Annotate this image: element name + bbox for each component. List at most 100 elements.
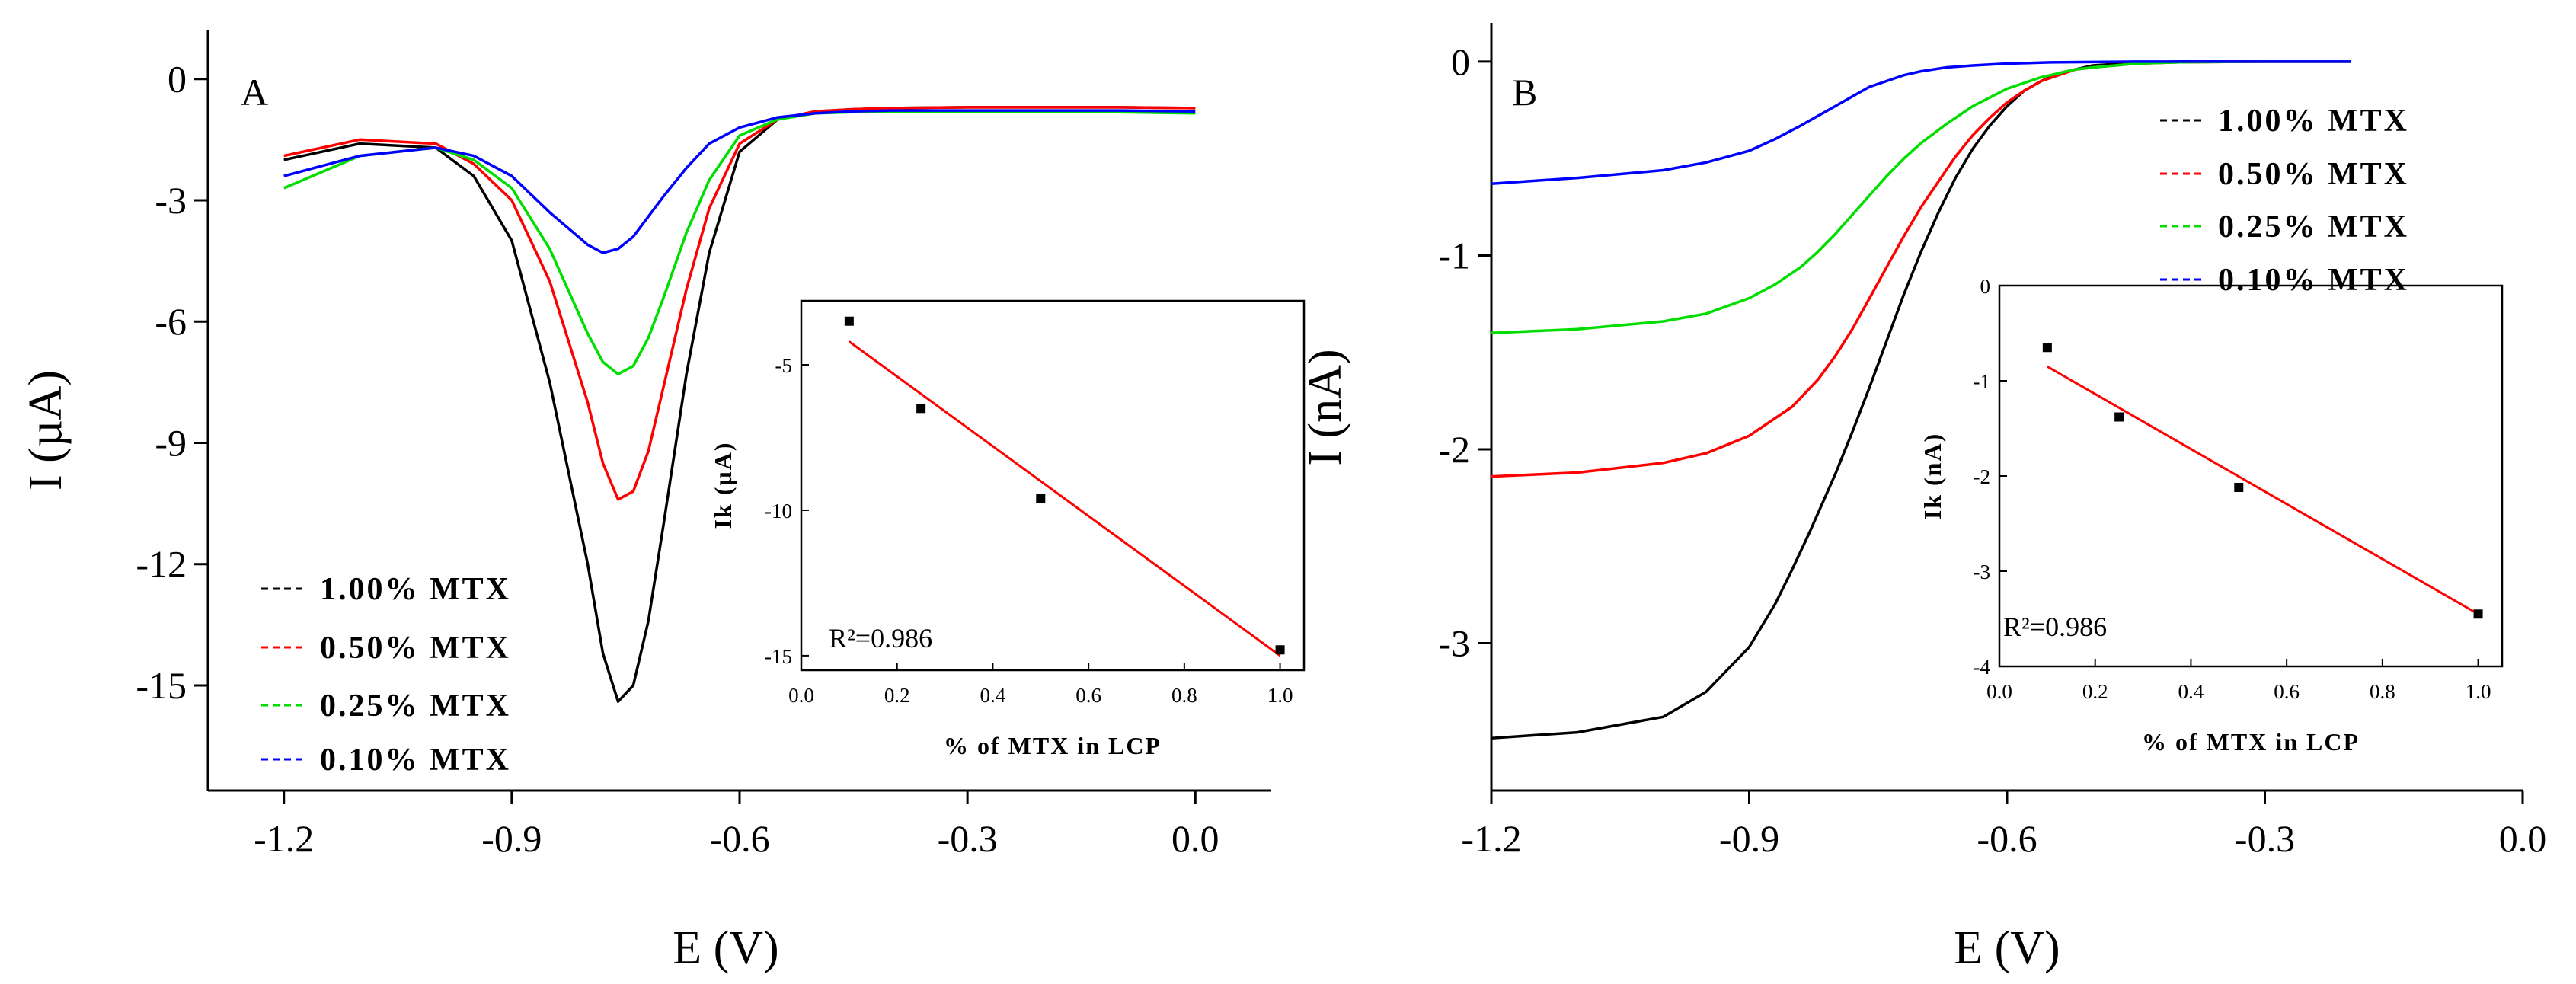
panel-b-ticks	[1478, 60, 2524, 804]
panel-b-inset-y-tick-label: -4	[1974, 656, 1991, 679]
panel-a-ticks	[194, 78, 1197, 804]
panel-b-y-tick-label: 0	[1451, 40, 1470, 83]
panel-a-x-tick-label: -0.6	[709, 817, 769, 860]
panel-b-inset-y-axis-title: Ik (nA)	[1919, 433, 1946, 519]
panel-a-y-tick-label: -12	[136, 543, 187, 586]
panel-b-inset-marks	[2042, 343, 2483, 619]
panel-a-series-line-2	[283, 106, 1196, 501]
panel-a-series-line-1	[283, 106, 1196, 703]
panel-b-inset-point	[2042, 343, 2052, 353]
panel-a-legend-item-2: 0.50% MTX	[261, 631, 511, 666]
panel-b-inset-x-tick-label: 0.4	[2178, 680, 2204, 703]
panel-b-inset-y-tick-label: -2	[1974, 465, 1991, 488]
panel-a-series-line-3	[283, 110, 1196, 375]
panel-a-legend-item-4: 0.10% MTX	[261, 743, 511, 778]
panel-a-y-tick-label: -15	[136, 664, 187, 707]
panel-a-inset-fit-line	[848, 340, 1281, 657]
panel-b-inset-tick-labels: 0.0 0.2 0.4 0.6 0.8 1.0 0 -1 -2 -3 -4	[1974, 275, 2491, 703]
panel-b-inset-x-tick-label: 0.0	[1986, 680, 2012, 703]
panel-b-legend-item-3: 0.25% MTX	[2160, 209, 2409, 244]
panel-a-inset-x-tick-label: 1.0	[1267, 684, 1293, 707]
panel-a-inset-y-tick-label: -5	[775, 354, 793, 377]
panel-a-series-line-4	[283, 109, 1196, 254]
panel-b-inset-point	[2114, 412, 2124, 422]
panel-a-inset-r2-label: R²=0.986	[829, 623, 932, 653]
panel-b-x-tick-label: -0.3	[2235, 817, 2295, 860]
panel-a-legend-label-2: 0.50% MTX	[320, 631, 511, 666]
panel-b-inset-frame	[1998, 284, 2504, 668]
panel-b-inset-x-tick-label: 0.8	[2370, 680, 2395, 703]
panel-b-inset-x-tick-label: 0.6	[2274, 680, 2300, 703]
panel-b-x-tick-label: -0.6	[1977, 817, 2037, 860]
panel-a-y-tick-label: -9	[155, 421, 187, 464]
panel-a-inset-point	[916, 404, 926, 414]
panel-a-inset-point	[1036, 494, 1046, 503]
panel-b-legend-item-4: 0.10% MTX	[2160, 263, 2409, 298]
panel-a-inset-point	[1275, 645, 1285, 655]
panel-a-y-axis-title: I (µA)	[20, 370, 72, 490]
panel-b-y-tick-label: -3	[1438, 622, 1470, 665]
panel-b-label: B	[1512, 71, 1537, 113]
panel-b-x-tick-label: -1.2	[1461, 817, 1521, 860]
panel-b-inset-y-tick-label: 0	[1980, 275, 1991, 298]
panel-b-y-axis-title: I (nA)	[1299, 349, 1351, 465]
panel-a-legend-label-3: 0.25% MTX	[320, 688, 511, 724]
panel-a-inset-ticks	[801, 364, 1281, 670]
panel-b-inset-y-tick-label: -1	[1974, 370, 1991, 393]
panel-a-inset-x-tick-label: 0.4	[980, 684, 1006, 707]
panel-b-series-line-3	[1491, 60, 2351, 335]
panel-b: B -1.2 -0.9 -0.6 -0.3 0.0 0 -1 -2 -3 E (V) I (nA…	[1299, 23, 2546, 974]
panel-a: A -1.2 -0.9 -0.6 -0.3 0.0 0 -3 -6 -9 -12 -15 E (V)…	[20, 30, 1306, 974]
panel-a-inset-y-axis-title: Ik (µA)	[709, 441, 737, 529]
panel-b-inset-ticks	[1999, 285, 2479, 667]
panel-b-inset-point	[2473, 609, 2483, 619]
panel-a-x-tick-label: -0.3	[938, 817, 998, 860]
panel-a-x-tick-label: -0.9	[481, 817, 542, 860]
panel-a-inset-y-tick-label: -15	[765, 645, 792, 668]
panel-b-x-tick-label: -0.9	[1719, 817, 1779, 860]
panel-a-inset-x-tick-label: 0.8	[1171, 684, 1197, 707]
panel-b-inset-x-axis-title: % of MTX in LCP	[2142, 728, 2360, 756]
panel-b-inset-point	[2234, 483, 2244, 492]
panel-b-legend-label-1: 1.00% MTX	[2218, 104, 2409, 139]
panel-a-legend-label-1: 1.00% MTX	[320, 572, 511, 607]
panel-a-inset-point	[844, 316, 854, 326]
panel-a-inset-y-tick-label: -10	[765, 500, 792, 522]
panel-b-inset-x-tick-label: 1.0	[2466, 680, 2491, 703]
panel-a-y-tick-label: -3	[155, 179, 187, 222]
panel-b-y-tick-label: -2	[1438, 428, 1470, 471]
panel-b-tick-labels: -1.2 -0.9 -0.6 -0.3 0.0 0 -1 -2 -3	[1438, 40, 2546, 860]
panel-b-x-tick-label: 0.0	[2499, 817, 2547, 860]
panel-a-legend-label-4: 0.10% MTX	[320, 743, 511, 778]
panel-b-legend: 1.00% MTX 0.50% MTX 0.25% MTX 0.10% MTX	[2160, 104, 2409, 298]
panel-b-legend-item-1: 1.00% MTX	[2160, 104, 2409, 139]
panel-a-inset-x-tick-label: 0.0	[788, 684, 814, 707]
panel-b-legend-item-2: 0.50% MTX	[2160, 157, 2409, 192]
panel-b-inset-fit-line	[2047, 365, 2479, 615]
panel-b-inset: 0.0 0.2 0.4 0.6 0.8 1.0 0 -1 -2 -3 -4 R²=0.986 % o…	[1919, 275, 2504, 756]
panel-b-series-line-4	[1491, 60, 2351, 186]
panel-a-y-tick-label: 0	[168, 58, 187, 101]
panel-a-legend-item-1: 1.00% MTX	[261, 572, 511, 607]
panel-a-inset-x-tick-label: 0.2	[884, 684, 910, 707]
panel-b-inset-y-tick-label: -3	[1974, 561, 1991, 583]
panel-a-tick-labels: -1.2 -0.9 -0.6 -0.3 0.0 0 -3 -6 -9 -12 -15	[136, 58, 1219, 860]
panel-a-inset-x-tick-label: 0.6	[1075, 684, 1101, 707]
panel-b-legend-label-2: 0.50% MTX	[2218, 157, 2409, 192]
panel-a-inset-x-axis-title: % of MTX in LCP	[944, 732, 1162, 759]
panel-a-legend: 1.00% MTX 0.50% MTX 0.25% MTX 0.10% MTX	[261, 572, 511, 778]
panel-b-legend-label-4: 0.10% MTX	[2218, 263, 2409, 298]
panel-b-inset-r2-label: R²=0.986	[2003, 612, 2107, 642]
panel-b-series	[1491, 60, 2351, 740]
panel-b-x-axis-title: E (V)	[1954, 922, 2060, 974]
panel-a-legend-item-3: 0.25% MTX	[261, 688, 511, 724]
panel-b-legend-label-3: 0.25% MTX	[2218, 209, 2409, 244]
panel-b-y-tick-label: -1	[1438, 234, 1470, 276]
panel-a-inset-frame	[800, 299, 1306, 672]
panel-a-label: A	[241, 71, 268, 113]
panel-a-inset: 0.0 0.2 0.4 0.6 0.8 1.0 -5 -10 -15 R²=0.986 % of…	[709, 299, 1306, 759]
panel-a-y-tick-label: -6	[155, 300, 187, 343]
panel-a-inset-marks	[844, 316, 1285, 657]
panel-b-inset-x-tick-label: 0.2	[2082, 680, 2108, 703]
